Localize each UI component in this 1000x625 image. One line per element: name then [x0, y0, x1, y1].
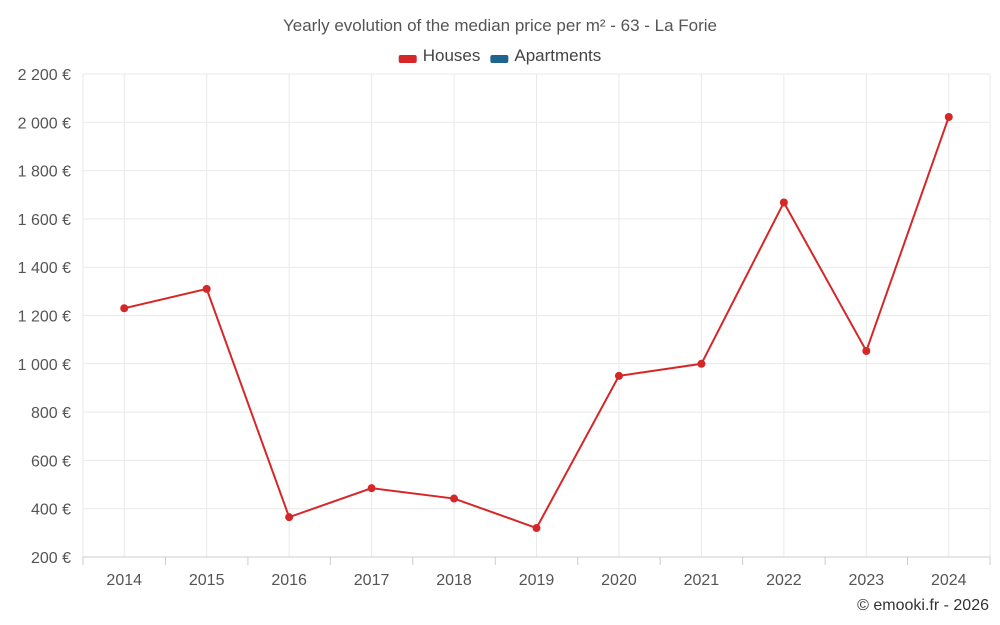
data-point[interactable]	[120, 304, 129, 313]
x-tick-label: 2016	[271, 572, 307, 589]
data-point[interactable]	[532, 524, 541, 533]
legend-swatch	[490, 55, 509, 63]
y-tick-label: 600 €	[31, 453, 71, 470]
data-point[interactable]	[202, 284, 211, 293]
x-tick-label: 2019	[519, 572, 555, 589]
data-point[interactable]	[697, 359, 706, 368]
y-tick-label: 1 600 €	[18, 212, 71, 229]
legend-item-houses[interactable]: Houses	[398, 46, 481, 65]
data-point[interactable]	[862, 347, 871, 356]
data-point[interactable]	[944, 112, 953, 121]
data-point[interactable]	[367, 484, 376, 493]
y-tick-label: 1 000 €	[18, 357, 71, 374]
legend-swatch	[398, 55, 417, 63]
x-tick-label: 2014	[106, 572, 142, 589]
x-tick-label: 2021	[684, 572, 720, 589]
data-point[interactable]	[779, 198, 788, 207]
x-tick-label: 2015	[189, 572, 225, 589]
data-point[interactable]	[614, 371, 623, 380]
legend-label: Houses	[423, 46, 481, 65]
series-layer	[120, 112, 953, 533]
y-tick-label: 400 €	[31, 502, 71, 519]
y-tick-label: 2 200 €	[18, 67, 71, 84]
x-tick-label: 2017	[354, 572, 390, 589]
legend-label: Apartments	[514, 46, 601, 65]
chart-title: Yearly evolution of the median price per…	[283, 16, 717, 35]
x-tick-label: 2020	[601, 572, 637, 589]
y-tick-label: 1 800 €	[18, 164, 71, 181]
y-tick-label: 1 200 €	[18, 309, 71, 326]
data-point[interactable]	[285, 513, 294, 522]
grid	[82, 73, 991, 557]
credit-text: © emooki.fr - 2026	[857, 597, 989, 614]
y-tick-label: 800 €	[31, 405, 71, 422]
y-tick-label: 1 400 €	[18, 260, 71, 277]
y-tick-label: 2 000 €	[18, 115, 71, 132]
x-tick-label: 2024	[931, 572, 967, 589]
x-tick-label: 2022	[766, 572, 802, 589]
y-axis: 200 € 400 € 600 € 800 € 1 000 € 1 200 € 1 400 …	[18, 67, 71, 567]
data-point[interactable]	[450, 494, 459, 503]
legend-item-apartments[interactable]: Apartments	[490, 46, 601, 65]
x-axis: 2014 2015 2016 2017 2018 2019 2020 2021 2022 2023…	[82, 556, 991, 589]
x-tick-label: 2023	[849, 572, 885, 589]
x-tick-label: 2018	[436, 572, 472, 589]
legend: Houses Apartments	[398, 46, 601, 65]
y-tick-label: 200 €	[31, 550, 71, 567]
